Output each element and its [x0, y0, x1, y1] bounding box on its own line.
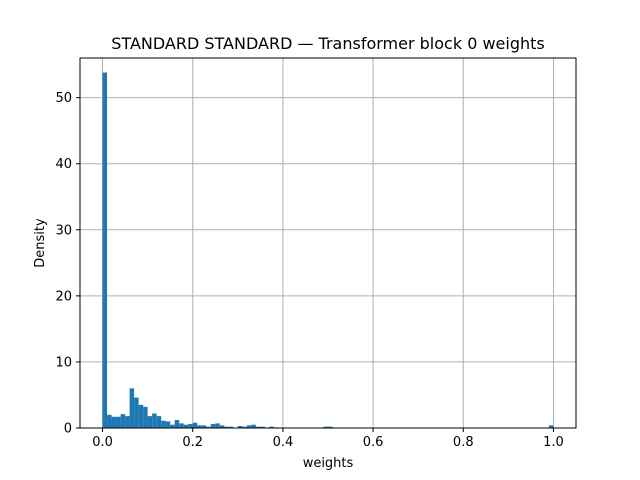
y-tick-label: 10	[55, 355, 72, 370]
y-axis-ticks: 0 10 20 30 40 50	[55, 91, 80, 437]
histogram-bar	[192, 422, 198, 428]
histogram-bar	[224, 426, 229, 428]
histogram-bar	[156, 416, 162, 428]
histogram-bar	[219, 425, 225, 428]
histogram-bar	[111, 416, 117, 428]
histogram-bar	[170, 424, 175, 428]
histogram-bar	[134, 397, 139, 428]
histogram-bar	[188, 424, 193, 428]
histogram-bars	[102, 72, 554, 429]
histogram-bar	[129, 388, 135, 428]
x-tick-label: 0.6	[363, 435, 384, 450]
histogram-bar	[116, 416, 121, 428]
x-axis-ticks: 0.0 0.2 0.4 0.6 0.8 1.0	[92, 428, 564, 450]
histogram-bar	[152, 413, 157, 428]
histogram-bar	[183, 424, 189, 428]
histogram-bar	[228, 426, 234, 428]
histogram-bar	[174, 420, 180, 428]
histogram-bar	[237, 426, 243, 428]
histogram-bar	[120, 414, 126, 428]
y-tick-label: 0	[64, 422, 72, 437]
histogram-bar	[246, 425, 252, 428]
histogram-bar	[328, 426, 333, 428]
chart-title: STANDARD STANDARD — Transformer block 0 …	[111, 34, 544, 53]
histogram-bar	[323, 426, 328, 428]
y-tick-label: 40	[55, 157, 72, 172]
histogram-bar	[197, 425, 202, 428]
histogram-bar	[138, 404, 144, 428]
histogram-bar	[242, 426, 247, 428]
histogram-bar	[165, 421, 171, 428]
histogram-bar	[102, 72, 108, 429]
histogram-bar	[143, 406, 148, 428]
plot-frame	[79, 57, 577, 429]
histogram-bar	[161, 420, 166, 428]
x-tick-label: 0.8	[453, 435, 474, 450]
y-tick-label: 20	[55, 289, 72, 304]
histogram-bar	[206, 426, 211, 428]
histogram-bar	[210, 424, 216, 428]
histogram-bar	[260, 426, 265, 428]
histogram-bar	[179, 423, 184, 428]
y-axis-label: Density	[33, 218, 48, 268]
histogram-bar	[255, 426, 261, 428]
histogram-bar	[251, 424, 256, 428]
y-tick-label: 30	[55, 223, 72, 238]
histogram-bar	[215, 423, 220, 428]
histogram-bar	[269, 426, 274, 428]
histogram-bar	[147, 416, 153, 428]
x-axis-label: weights	[303, 456, 354, 471]
x-tick-label: 0.2	[182, 435, 203, 450]
x-tick-label: 0.4	[273, 435, 294, 450]
histogram-bar	[107, 414, 112, 428]
x-tick-label: 1.0	[543, 435, 564, 450]
y-tick-label: 50	[55, 91, 72, 106]
x-tick-label: 0.0	[92, 435, 113, 450]
histogram-bar	[201, 425, 207, 428]
histogram-bar	[125, 416, 130, 428]
histogram-bar	[548, 425, 554, 428]
